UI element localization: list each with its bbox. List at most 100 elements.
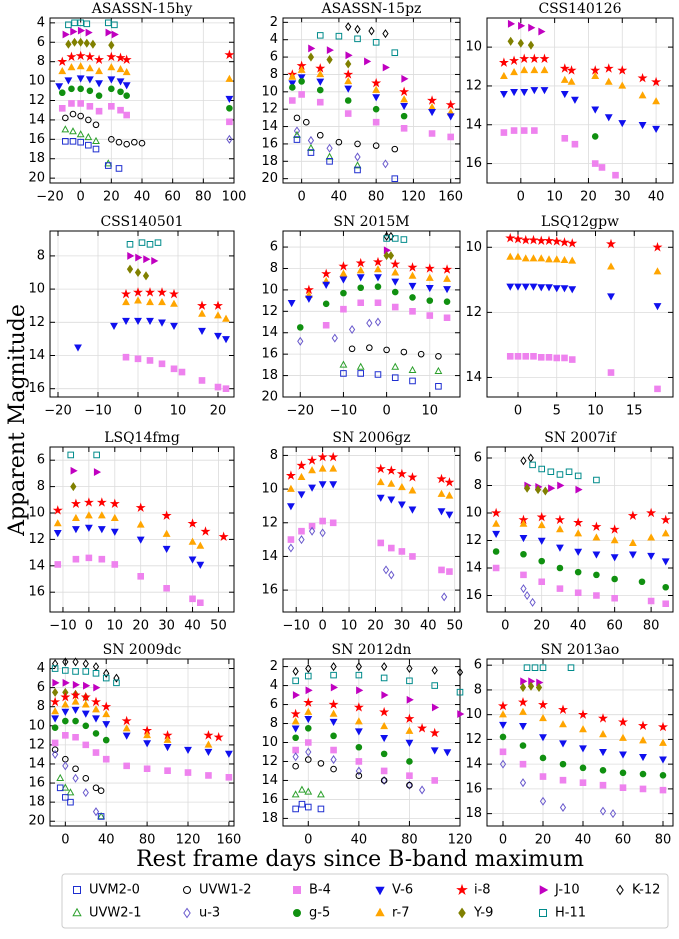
data-point bbox=[304, 725, 312, 732]
data-point bbox=[143, 255, 151, 264]
x-tick-label: −10 bbox=[84, 404, 111, 419]
data-point bbox=[71, 37, 78, 47]
data-point bbox=[638, 91, 647, 99]
data-point bbox=[51, 687, 59, 697]
y-tick-label: 16 bbox=[465, 156, 482, 171]
y-tick-label: 10 bbox=[465, 40, 482, 55]
y-tick-label: 14 bbox=[465, 117, 482, 132]
data-point bbox=[76, 130, 85, 138]
data-point bbox=[307, 52, 315, 62]
data-point bbox=[662, 600, 670, 608]
x-tick-label: −10 bbox=[282, 619, 309, 634]
data-point bbox=[110, 528, 119, 536]
data-point bbox=[85, 28, 93, 37]
data-point bbox=[574, 472, 582, 480]
data-point bbox=[348, 345, 356, 353]
data-point bbox=[77, 26, 86, 35]
data-point bbox=[297, 74, 306, 82]
data-point bbox=[82, 659, 89, 669]
data-point bbox=[138, 239, 146, 246]
data-point bbox=[303, 697, 314, 707]
data-point bbox=[297, 336, 304, 346]
data-point bbox=[134, 317, 142, 326]
data-point bbox=[505, 232, 516, 243]
legend-label: H-11 bbox=[555, 906, 586, 921]
x-tick-label: 160 bbox=[438, 190, 463, 205]
data-point bbox=[499, 71, 508, 79]
data-point bbox=[66, 788, 75, 796]
data-point bbox=[158, 319, 166, 327]
data-point bbox=[109, 498, 120, 508]
x-tick-label: 10 bbox=[422, 404, 439, 419]
x-tick-label: 10 bbox=[341, 619, 358, 634]
data-point bbox=[639, 753, 647, 762]
data-point bbox=[517, 38, 524, 48]
data-point bbox=[539, 53, 550, 64]
data-point bbox=[507, 36, 514, 46]
data-point bbox=[68, 85, 75, 93]
data-point bbox=[72, 717, 79, 725]
data-point bbox=[437, 489, 446, 497]
data-point bbox=[76, 62, 85, 70]
legend-marker bbox=[375, 907, 385, 917]
y-tick-label: 10 bbox=[28, 282, 45, 297]
data-point bbox=[340, 370, 347, 377]
data-point bbox=[592, 551, 601, 559]
data-point bbox=[391, 49, 399, 57]
x-tick-label: 10 bbox=[170, 404, 187, 419]
panel-title: CSS140126 bbox=[538, 1, 621, 17]
data-point bbox=[372, 118, 380, 126]
data-point bbox=[58, 104, 66, 112]
x-tick-label: 0 bbox=[61, 833, 69, 848]
y-tick-label: 16 bbox=[28, 132, 45, 147]
data-point bbox=[539, 713, 547, 722]
data-point bbox=[499, 733, 507, 741]
data-point bbox=[307, 143, 315, 152]
data-point bbox=[51, 746, 59, 753]
data-point bbox=[69, 137, 77, 145]
data-point bbox=[137, 573, 145, 580]
data-point bbox=[72, 668, 79, 675]
data-point bbox=[400, 95, 409, 103]
data-point bbox=[354, 140, 361, 148]
data-point bbox=[113, 673, 120, 683]
data-point bbox=[374, 371, 382, 378]
data-point bbox=[316, 70, 325, 78]
data-point bbox=[529, 461, 536, 469]
data-point bbox=[659, 786, 667, 794]
data-point bbox=[92, 749, 100, 756]
data-point bbox=[316, 98, 324, 106]
data-point bbox=[57, 56, 68, 66]
data-point bbox=[571, 140, 579, 148]
data-point bbox=[382, 29, 389, 39]
x-tick-label: 15 bbox=[626, 404, 643, 419]
data-point bbox=[53, 530, 62, 538]
data-point bbox=[519, 53, 530, 64]
data-point bbox=[520, 551, 527, 558]
data-point bbox=[406, 781, 413, 789]
legend-marker bbox=[375, 886, 385, 896]
data-point bbox=[418, 785, 426, 795]
y-tick-label: 10 bbox=[261, 482, 278, 497]
data-point bbox=[65, 39, 72, 49]
data-point bbox=[499, 748, 507, 756]
data-point bbox=[573, 517, 584, 527]
data-point bbox=[293, 126, 301, 136]
data-point bbox=[102, 736, 110, 744]
data-point bbox=[627, 510, 638, 520]
data-point bbox=[214, 383, 222, 391]
data-point bbox=[52, 678, 60, 687]
data-point bbox=[407, 262, 418, 272]
data-point bbox=[61, 700, 70, 708]
x-tick-label: 0 bbox=[304, 833, 312, 848]
data-point bbox=[443, 274, 451, 282]
data-point bbox=[514, 353, 522, 360]
data-point bbox=[498, 57, 509, 67]
data-point bbox=[387, 479, 396, 487]
data-point bbox=[83, 20, 91, 28]
plot-frame bbox=[49, 17, 235, 184]
data-point bbox=[317, 760, 325, 767]
data-point bbox=[95, 66, 103, 75]
x-tick-label: 80 bbox=[195, 190, 212, 205]
data-point bbox=[330, 671, 337, 679]
